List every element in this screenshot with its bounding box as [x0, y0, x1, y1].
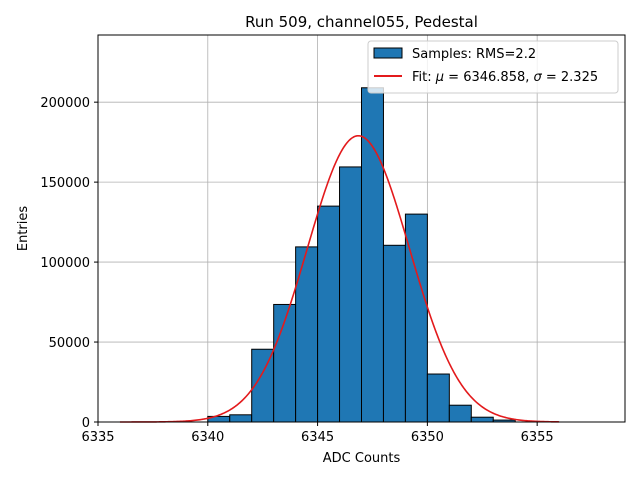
legend-samples-swatch [373, 47, 403, 59]
y-axis-label: Entries [16, 206, 31, 252]
legend-box [367, 40, 619, 94]
y-tick-label-3: 150000 [40, 176, 90, 191]
fit-curve-group [119, 134, 560, 423]
fit-curve [119, 134, 560, 423]
legend-sigma-text: = 2.325 [542, 70, 598, 85]
x-tick-label-2: 6345 [301, 430, 334, 445]
x-tick-label-4: 6355 [521, 430, 554, 445]
legend-samples-label: Samples: RMS=2.2 [412, 47, 536, 62]
legend-mu-symbol: μ [435, 70, 444, 85]
x-tick-label-1: 6340 [191, 430, 224, 445]
legend-mu-text: = 6346.858, [444, 70, 533, 85]
chart-title: Run 509, channel055, Pedestal [245, 13, 478, 31]
histogram-bar-4 [295, 246, 319, 423]
y-tick-label-1: 50000 [49, 336, 90, 351]
histogram-bar-5 [317, 205, 341, 423]
x-axis-label: ADC Counts [323, 451, 401, 466]
x-tick-label-0: 6335 [81, 430, 114, 445]
legend-sigma-symbol: σ [534, 70, 543, 85]
histogram-bar-12 [470, 416, 494, 423]
legend-fit-prefix: Fit: [412, 70, 436, 85]
histogram-bars [207, 87, 516, 423]
histogram-bar-1 [229, 414, 253, 423]
y-tick-label-4: 200000 [40, 96, 90, 111]
x-tick-label-3: 6350 [411, 430, 444, 445]
legend-fit-label: Fit: μ = 6346.858, σ = 2.325 [412, 70, 598, 85]
histogram-bar-8 [382, 244, 406, 423]
legend: Samples: RMS=2.2 Fit: μ = 6346.858, σ = … [367, 40, 619, 94]
y-axis-ticks: 0 50000 100000 150000 200000 [40, 96, 98, 431]
histogram-bar-10 [426, 373, 450, 423]
y-tick-label-2: 100000 [40, 256, 90, 271]
histogram-bar-6 [339, 166, 362, 423]
histogram-bar-11 [448, 404, 472, 423]
y-tick-label-0: 0 [82, 416, 90, 431]
x-axis-ticks: 6335 6340 6345 6350 6355 [81, 422, 554, 445]
plot-frame [97, 34, 626, 423]
